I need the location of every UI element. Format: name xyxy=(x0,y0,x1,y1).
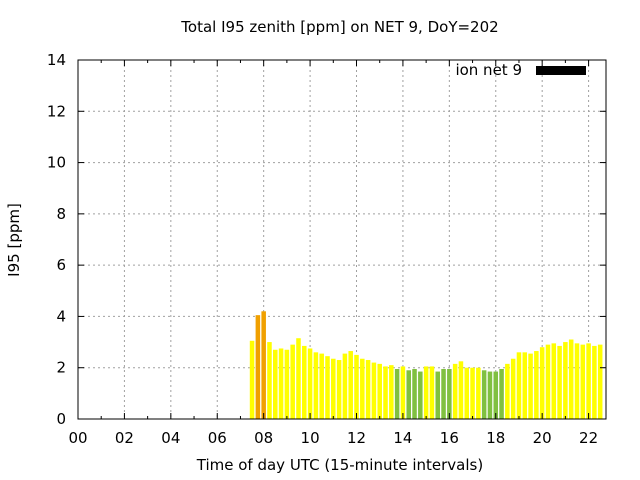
x-tick-label: 14 xyxy=(393,429,412,447)
bar xyxy=(481,370,487,419)
legend-label: ion net 9 xyxy=(455,61,522,79)
bar xyxy=(580,344,586,419)
plot-frame xyxy=(77,59,607,420)
y-tick-label: 8 xyxy=(56,205,66,223)
x-tick-label: 04 xyxy=(161,429,180,447)
bar xyxy=(290,344,295,419)
bar xyxy=(435,371,440,419)
bar xyxy=(313,352,319,419)
bar xyxy=(342,353,348,419)
bar xyxy=(458,361,464,419)
bar xyxy=(284,349,290,419)
bar xyxy=(534,351,539,419)
y-tick-label: 14 xyxy=(47,51,66,69)
bar xyxy=(383,366,388,419)
y-tick-label: 12 xyxy=(47,102,66,120)
bar xyxy=(505,363,510,419)
bar xyxy=(499,368,504,419)
chart-title: Total I95 zenith [ppm] on NET 9, DoY=202 xyxy=(180,18,498,36)
bar xyxy=(597,344,603,419)
bar xyxy=(319,353,324,419)
bar xyxy=(371,362,377,419)
x-tick-label: 08 xyxy=(254,429,273,447)
bar xyxy=(516,352,522,419)
bar xyxy=(325,356,330,419)
bar xyxy=(592,345,597,419)
bar xyxy=(557,345,562,419)
legend: ion net 9 xyxy=(455,61,586,79)
bar xyxy=(522,352,528,419)
bar xyxy=(487,371,493,419)
legend-swatch xyxy=(536,66,586,75)
bar xyxy=(336,360,342,419)
y-tick-label: 10 xyxy=(47,154,66,172)
x-tick-label: 00 xyxy=(68,429,87,447)
bar xyxy=(464,367,470,419)
y-tick-label: 4 xyxy=(56,307,66,325)
bar xyxy=(278,348,284,419)
bar xyxy=(510,358,516,419)
bar xyxy=(261,311,266,419)
y-tick-label: 0 xyxy=(56,410,66,428)
bar xyxy=(255,315,261,419)
bar xyxy=(470,367,475,419)
y-tick-label: 2 xyxy=(56,359,66,377)
x-tick-label: 02 xyxy=(115,429,134,447)
x-axis-label: Time of day UTC (15-minute intervals) xyxy=(196,456,483,474)
bar xyxy=(452,363,458,419)
bar xyxy=(418,371,423,419)
bar xyxy=(493,371,499,419)
x-tick-label: 20 xyxy=(533,429,552,447)
x-tick-label: 12 xyxy=(347,429,366,447)
bar xyxy=(249,340,255,419)
bar xyxy=(476,367,481,419)
bar xyxy=(586,343,591,419)
bars xyxy=(249,311,603,419)
bar xyxy=(354,354,359,419)
bar xyxy=(348,351,353,419)
bar xyxy=(267,342,272,419)
bar xyxy=(551,343,557,419)
bar xyxy=(429,366,435,419)
bar xyxy=(574,343,580,419)
bar xyxy=(365,360,371,419)
bar xyxy=(331,358,336,419)
x-tick-label: 16 xyxy=(440,429,459,447)
x-tick-label: 06 xyxy=(208,429,227,447)
y-axis-label: I95 [ppm] xyxy=(5,203,23,277)
y-tick-label: 6 xyxy=(56,256,66,274)
bar xyxy=(412,368,417,419)
bar xyxy=(273,349,278,419)
bar xyxy=(406,370,411,419)
bar xyxy=(296,338,301,419)
bar xyxy=(394,368,400,419)
bar xyxy=(389,365,394,419)
bar xyxy=(307,348,313,419)
bar xyxy=(563,342,568,419)
bar xyxy=(302,345,307,419)
x-tick-label: 10 xyxy=(301,429,320,447)
bar xyxy=(539,347,545,419)
bar xyxy=(528,353,533,419)
bar xyxy=(441,368,446,419)
bar xyxy=(360,358,365,419)
bar xyxy=(568,339,574,419)
x-tick-label: 18 xyxy=(486,429,505,447)
bar xyxy=(447,368,452,419)
x-tick-label: 22 xyxy=(579,429,598,447)
bar xyxy=(400,366,406,419)
bar xyxy=(423,366,429,419)
bar xyxy=(377,363,382,419)
bar xyxy=(545,344,551,419)
